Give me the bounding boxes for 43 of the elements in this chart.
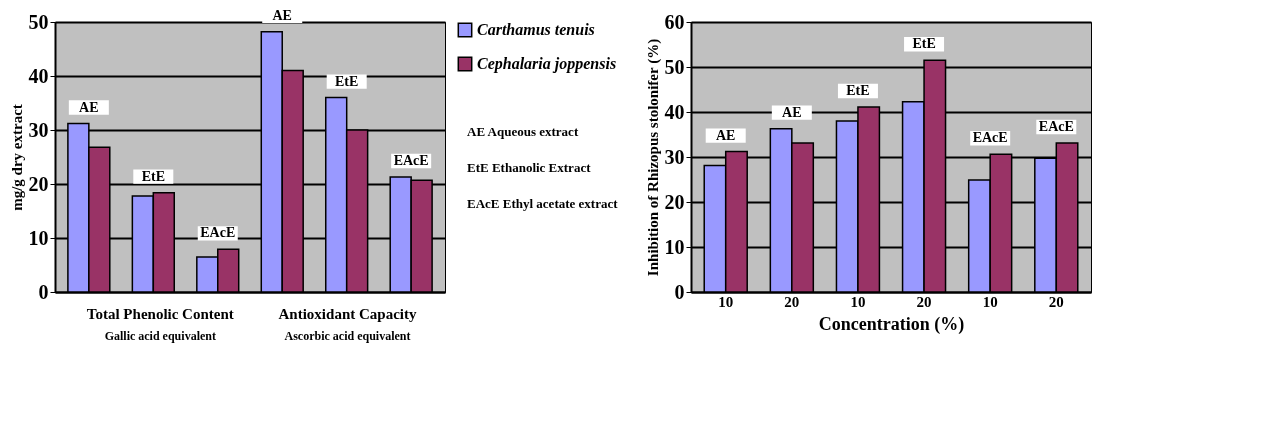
y-axis-title: mg/g dry extract — [8, 104, 25, 211]
text: Gallic acid equivalent — [104, 329, 216, 343]
y-tick-label: 20 — [28, 172, 49, 195]
y-tick-label: 10 — [664, 235, 685, 258]
legend-label: Cephalaria joppensis — [477, 55, 617, 73]
x-axis-title: Concentration (%) — [818, 313, 965, 335]
annotation: AE — [272, 7, 292, 23]
annotation: AE — [79, 99, 99, 115]
x-tick-label: 10 — [718, 293, 734, 310]
annotation: EAcE — [200, 225, 236, 241]
y-tick-label: 0 — [38, 280, 49, 303]
x-tick-label: 20 — [916, 293, 932, 310]
y-tick-label: 50 — [664, 55, 685, 78]
y-tick-label: 30 — [664, 145, 685, 168]
annotation: AE — [782, 104, 802, 120]
text: Antioxidant Capacity — [278, 306, 417, 322]
y-axis-title: Inhibition of Rhizopus stolonifer (%) — [644, 38, 662, 277]
y-tick-label: 40 — [28, 64, 49, 87]
annotation: EAcE — [1038, 119, 1074, 135]
text: Ascorbic acid equivalent — [284, 329, 411, 343]
annotation: EAcE — [972, 130, 1008, 146]
annotation: EtE — [141, 168, 165, 184]
x-tick-label: 10 — [982, 293, 998, 310]
y-tick-label: 60 — [664, 10, 685, 33]
annotation: EAcE — [393, 152, 429, 168]
y-tick-label: 50 — [28, 10, 49, 33]
annotation: EtE — [912, 36, 936, 52]
annotation: AE — [715, 127, 736, 143]
y-tick-label: 20 — [664, 190, 685, 213]
text: AE Aqueous extract — [467, 124, 579, 139]
text: EtE Ethanolic Extract — [467, 160, 592, 175]
y-tick-label: 40 — [664, 100, 685, 123]
x-tick-label: 10 — [850, 293, 866, 310]
x-tick-label: 20 — [784, 293, 800, 310]
y-tick-label: 0 — [674, 280, 685, 303]
annotation: EtE — [335, 73, 359, 89]
text: Total Phenolic Content — [86, 306, 234, 322]
legend-label: Carthamus tenuis — [477, 21, 595, 38]
text: EAcE Ethyl acetate extract — [467, 196, 619, 211]
x-tick-label: 20 — [1048, 293, 1064, 310]
y-tick-label: 10 — [28, 226, 49, 249]
annotation: EtE — [846, 83, 870, 99]
y-tick-label: 30 — [28, 118, 49, 141]
